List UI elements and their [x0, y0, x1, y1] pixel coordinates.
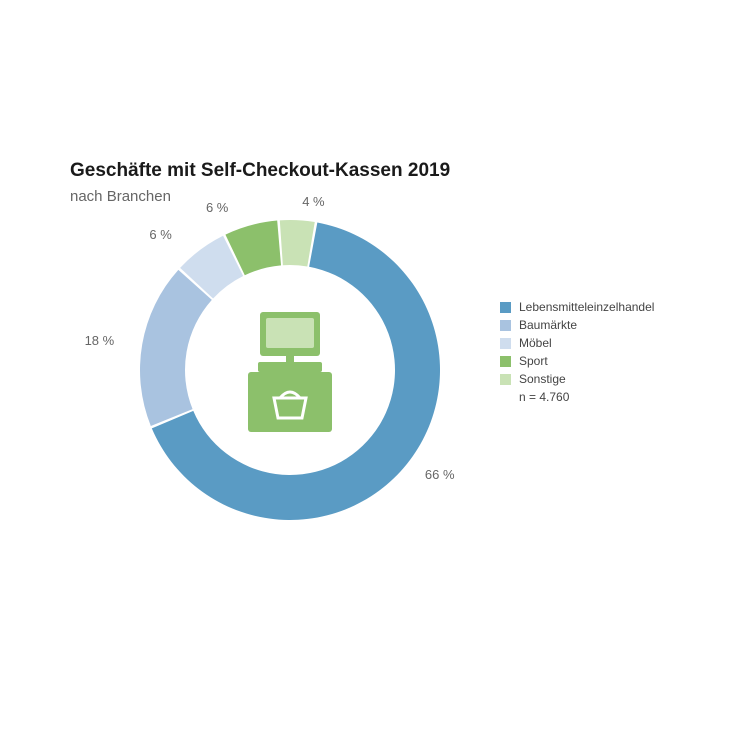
legend-item-1: Baumärkte [500, 318, 654, 332]
slice-label-3: 6 % [206, 200, 228, 215]
donut-chart: 66 %18 %6 %6 %4 % [130, 210, 450, 530]
checkout-icon [248, 312, 332, 432]
legend-swatch-3 [500, 356, 511, 367]
legend-label-3: Sport [519, 354, 548, 368]
legend-label-1: Baumärkte [519, 318, 577, 332]
legend-swatch-0 [500, 302, 511, 313]
legend-item-0: Lebensmitteleinzelhandel [500, 300, 654, 314]
donut-slice-4 [280, 220, 315, 266]
slice-label-1: 18 % [85, 333, 115, 348]
legend-swatch-2 [500, 338, 511, 349]
legend-swatch-4 [500, 374, 511, 385]
chart-title: Geschäfte mit Self-Checkout-Kassen 2019 [70, 160, 450, 182]
legend-label-4: Sonstige [519, 372, 566, 386]
legend-label-0: Lebensmitteleinzelhandel [519, 300, 654, 314]
donut-slice-1 [140, 270, 212, 426]
legend-label-2: Möbel [519, 336, 552, 350]
slice-label-2: 6 % [149, 227, 171, 242]
legend-note: n = 4.760 [519, 390, 654, 404]
slice-label-4: 4 % [302, 194, 324, 209]
legend-item-4: Sonstige [500, 372, 654, 386]
chart-subtitle: nach Branchen [70, 188, 171, 205]
slice-label-0: 66 % [425, 467, 455, 482]
legend-item-2: Möbel [500, 336, 654, 350]
legend-swatch-1 [500, 320, 511, 331]
legend-item-3: Sport [500, 354, 654, 368]
chart-container: Geschäfte mit Self-Checkout-Kassen 2019 … [0, 0, 730, 730]
legend: Lebensmitteleinzelhandel Baumärkte Möbel Sp… [500, 300, 654, 404]
